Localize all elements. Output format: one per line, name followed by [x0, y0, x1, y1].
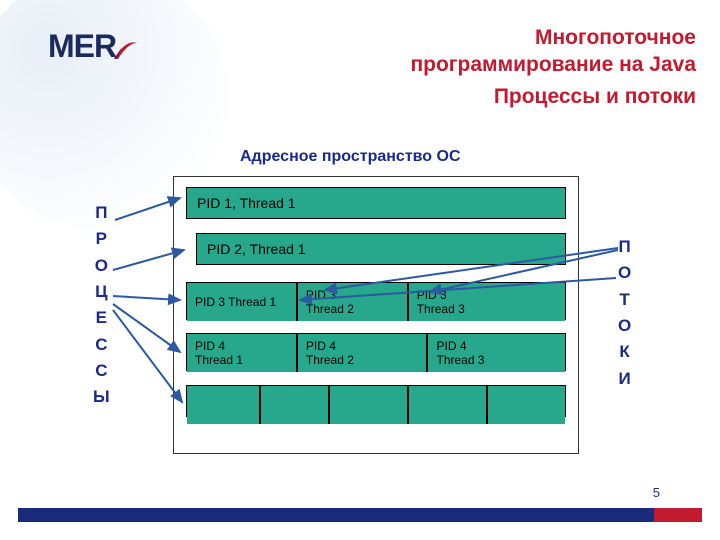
vertical-label-char: П	[93, 200, 110, 226]
vertical-label-char: Е	[93, 305, 110, 331]
cell-label: Thread 1	[195, 353, 288, 367]
cell-label: PID 3 Thread 1	[195, 295, 288, 309]
footer-bar	[18, 508, 702, 522]
cell-label: PID 3	[306, 288, 399, 302]
process-row: PID 2, Thread 1	[196, 233, 566, 265]
arrow	[113, 310, 182, 402]
vertical-label-char: Т	[618, 287, 631, 313]
vertical-label-char: О	[618, 260, 631, 286]
slide-header: Многопоточное программирование на Java П…	[410, 24, 696, 109]
arrow	[113, 296, 180, 300]
process-row: PID 4Thread 1PID 4Thread 2PID 4Thread 3	[186, 333, 566, 371]
thread-cell: PID 3 Thread 1	[187, 283, 298, 321]
cell-label: Thread 3	[417, 302, 557, 316]
vertical-label-char: О	[93, 253, 110, 279]
vertical-label-char: Ц	[93, 279, 110, 305]
header-title-line1: Многопоточное	[410, 24, 696, 51]
thread-cell: PID 4Thread 2	[298, 334, 429, 372]
cell-label: Thread 3	[436, 353, 557, 367]
thread-cell: PID 4Thread 1	[187, 334, 298, 372]
page-number: 5	[653, 485, 660, 500]
vertical-label-char: С	[93, 358, 110, 384]
cell-label: Thread 2	[306, 353, 419, 367]
diagram-title: Адресное пространство OC	[240, 148, 461, 166]
process-row: PID 1, Thread 1	[186, 187, 566, 219]
empty-cell	[409, 386, 488, 424]
vertical-label-char: Ы	[93, 384, 110, 410]
logo-text: MER	[48, 28, 116, 65]
header-title-line2: программирование на Java	[410, 51, 696, 78]
logo: MER	[48, 28, 138, 65]
vertical-label-char: Р	[93, 226, 110, 252]
vertical-label-char: П	[618, 234, 631, 260]
logo-swoosh-icon	[112, 34, 138, 60]
thread-cell: PID 3Thread 3	[409, 283, 565, 321]
cell-label: Thread 2	[306, 302, 399, 316]
process-row	[186, 385, 566, 417]
cell-label: PID 4	[306, 339, 419, 353]
vertical-label-char: С	[93, 332, 110, 358]
thread-cell: PID 3Thread 2	[298, 283, 409, 321]
cell-label: PID 4	[436, 339, 557, 353]
header-subtitle: Процессы и потоки	[410, 85, 696, 109]
process-row: PID 3 Thread 1PID 3Thread 2PID 3Thread 3	[186, 282, 566, 320]
empty-cell	[187, 386, 261, 424]
left-vertical-label: ПРОЦЕССЫ	[93, 200, 110, 411]
vertical-label-char: И	[618, 366, 631, 392]
right-vertical-label: ПОТОКИ	[618, 234, 631, 392]
vertical-label-char: К	[618, 339, 631, 365]
cell-label: PID 4	[195, 339, 288, 353]
arrow	[113, 304, 180, 352]
thread-cell: PID 4Thread 3	[428, 334, 565, 372]
empty-cell	[330, 386, 409, 424]
empty-cell	[261, 386, 329, 424]
cell-label: PID 3	[417, 288, 557, 302]
empty-cell	[488, 386, 565, 424]
vertical-label-char: О	[618, 313, 631, 339]
address-space-container: PID 1, Thread 1 PID 2, Thread 1 PID 3 Thre…	[173, 176, 579, 454]
